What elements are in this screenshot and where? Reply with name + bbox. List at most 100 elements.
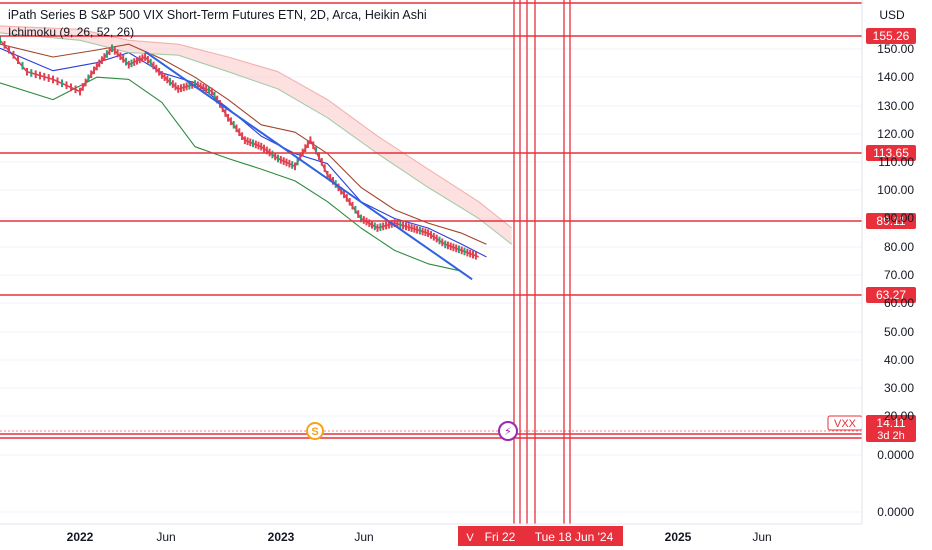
- ha-candle: [105, 50, 108, 58]
- series-kijun: [0, 43, 487, 245]
- ha-candle: [138, 55, 141, 64]
- ha-candle: [351, 201, 354, 210]
- range-marker-label: V: [466, 532, 474, 544]
- ha-candle: [474, 251, 477, 260]
- level-price-label: 89.11: [876, 214, 905, 228]
- ha-candle: [315, 146, 318, 155]
- x-tick-label: Jun: [354, 530, 373, 544]
- y-tick-label: 0.0000: [877, 448, 914, 462]
- last-price-value: 14.11: [876, 416, 905, 430]
- ha-candle: [340, 186, 343, 195]
- ha-candle: [263, 144, 265, 153]
- x-tick-label: 2023: [268, 530, 295, 544]
- series-chikou: [0, 76, 462, 272]
- ha-candle: [345, 194, 348, 202]
- ha-candle: [379, 223, 382, 231]
- ha-candle: [12, 50, 15, 59]
- ha-candle: [294, 162, 296, 171]
- ha-candle: [177, 85, 180, 93]
- indicator-label[interactable]: Ichimoku (9, 26, 52, 26): [8, 25, 135, 39]
- ha-candle: [357, 210, 360, 218]
- ha-candle: [416, 225, 419, 234]
- ha-candle: [252, 139, 254, 148]
- ha-candle: [127, 60, 130, 69]
- dividend-icon[interactable]: [306, 422, 324, 440]
- trendline[interactable]: [144, 50, 473, 281]
- dividend-icon-glyph: S: [311, 426, 318, 438]
- y-tick-label: 150.00: [877, 42, 914, 56]
- ha-candle: [323, 164, 326, 172]
- ha-candle: [56, 77, 59, 86]
- ha-candle: [144, 53, 147, 61]
- ha-candle: [410, 224, 413, 232]
- level-price-label: 113.65: [873, 146, 909, 160]
- ha-candle: [463, 247, 466, 256]
- ha-candle: [373, 222, 376, 231]
- ha-candle: [136, 56, 138, 65]
- ha-candle: [224, 109, 227, 117]
- ha-candle: [472, 250, 474, 259]
- y-tick-label: 60.00: [884, 296, 914, 310]
- ha-candle: [354, 205, 357, 214]
- date-range-highlight: [458, 526, 623, 546]
- ha-candle: [291, 161, 294, 169]
- y-tick-label: 110.00: [878, 155, 914, 169]
- ha-candle: [382, 222, 385, 231]
- symbol-label: VXX: [834, 418, 857, 430]
- ha-candle: [3, 41, 6, 49]
- ha-candle: [360, 214, 362, 223]
- ha-candle: [232, 120, 235, 129]
- y-tick-label: 40.00: [884, 353, 914, 367]
- ha-candle: [430, 231, 432, 239]
- lightning-icon[interactable]: [498, 421, 518, 441]
- y-tick-label: 70.00: [884, 268, 914, 282]
- ha-candle: [274, 152, 277, 161]
- ha-candle: [271, 150, 274, 159]
- ha-candle: [98, 59, 101, 68]
- ha-candle: [285, 158, 288, 167]
- bar-countdown: 3d 2h: [877, 430, 905, 442]
- x-tick-label: Jun: [752, 530, 771, 544]
- ha-candle: [188, 81, 191, 90]
- level-price-label: 155.26: [873, 29, 910, 43]
- ha-candle: [326, 170, 329, 179]
- ha-candle: [171, 80, 174, 88]
- ha-candle: [371, 220, 373, 229]
- ha-candle: [396, 220, 399, 228]
- ha-candle: [452, 243, 455, 252]
- ha-candle: [169, 77, 171, 86]
- ha-candle: [74, 85, 77, 94]
- y-tick-label: 130.00: [877, 99, 914, 113]
- ha-candle: [103, 53, 106, 61]
- ha-candle: [202, 83, 205, 92]
- last-price-tag: [866, 415, 916, 442]
- range-start-label: Fri 22: [485, 530, 516, 544]
- ha-candle: [348, 197, 351, 206]
- ha-candle: [466, 248, 469, 257]
- ha-candle: [246, 137, 249, 146]
- ha-candle: [84, 78, 87, 87]
- ichimoku-cloud: [0, 25, 512, 245]
- ha-candle: [113, 47, 116, 55]
- currency-selector[interactable]: USD: [879, 8, 905, 22]
- ha-candle: [299, 153, 302, 161]
- ha-candle: [108, 47, 111, 55]
- ha-candle: [260, 142, 263, 151]
- y-tick-label: 80.00: [884, 240, 914, 254]
- ha-candle: [241, 132, 244, 140]
- ha-candle: [385, 221, 388, 230]
- ha-candle: [122, 55, 125, 63]
- ha-candle: [17, 56, 19, 64]
- ha-candle: [43, 72, 46, 81]
- ha-candle: [61, 79, 63, 88]
- ha-candle: [100, 56, 103, 64]
- ha-candle: [90, 70, 93, 79]
- ha-candle: [213, 91, 216, 100]
- ha-candle: [235, 124, 238, 133]
- ha-candle: [393, 219, 396, 227]
- ha-candle: [152, 61, 155, 70]
- ha-candle: [158, 67, 161, 76]
- ha-candle: [238, 128, 241, 136]
